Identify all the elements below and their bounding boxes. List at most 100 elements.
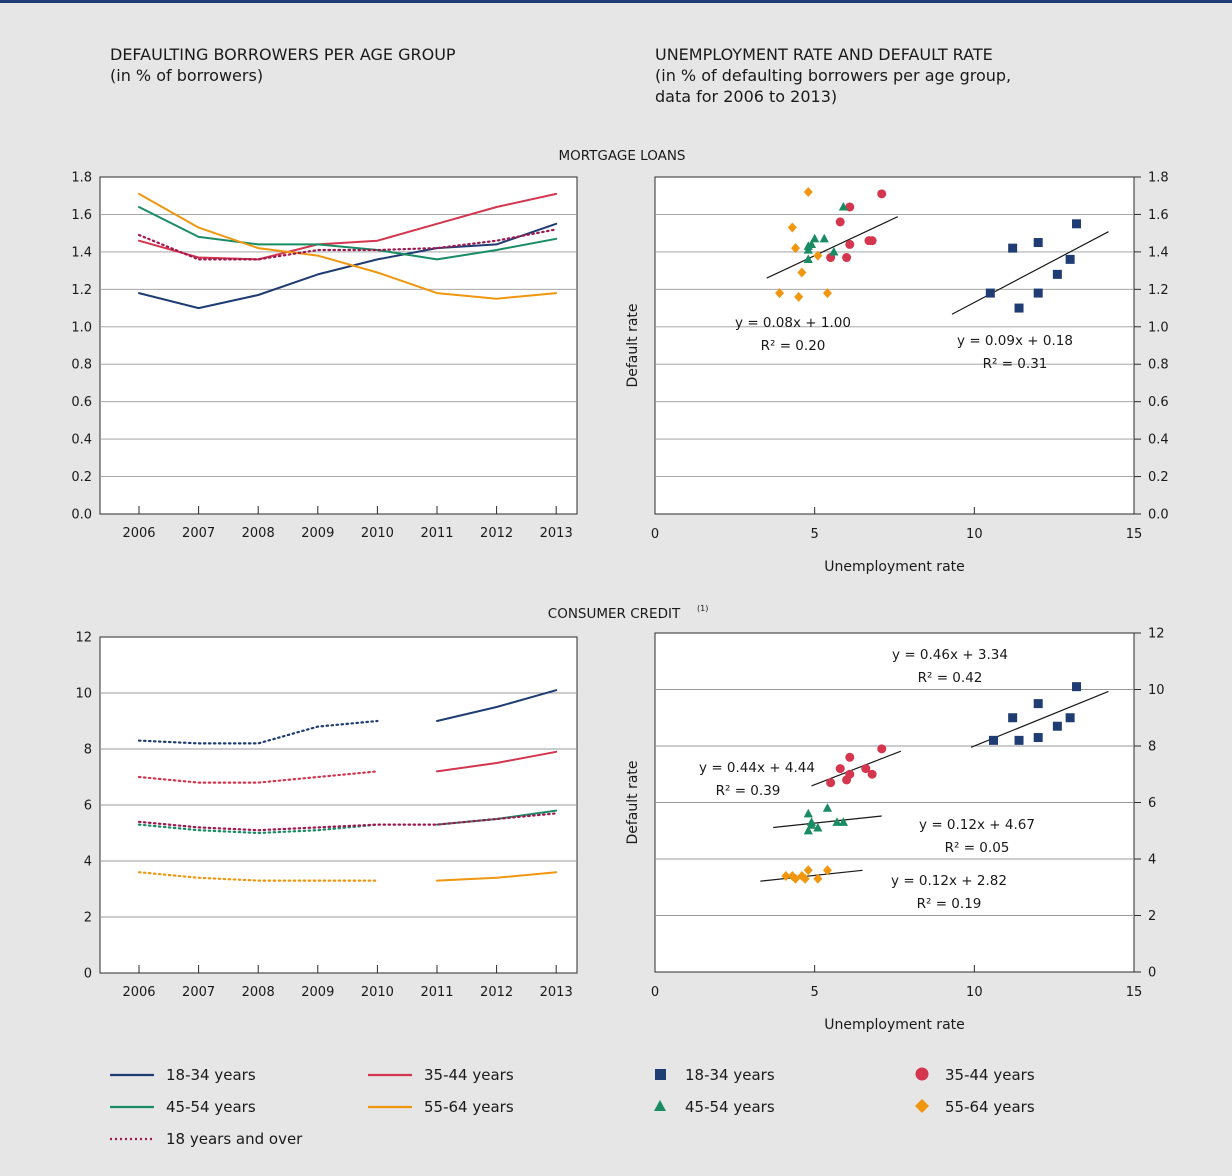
x-tick-label: 2009 [301,526,334,541]
trend-r2: R² = 0.19 [917,896,982,912]
legend-triangle-marker [654,1100,666,1111]
x-tick-label: 10 [966,527,983,542]
x-tick-label: 2013 [540,985,573,1000]
y-tick-label: 1.0 [1148,320,1169,335]
trendline [773,815,882,829]
scatter-point-square [1065,254,1075,264]
scatter-point-diamond [803,865,813,876]
section-consumer-footnote: (1) [697,604,708,613]
trend-equation: y = 0.12x + 2.82 [891,873,1007,889]
y-tick-label: 1.6 [1148,208,1169,223]
series-line-45-54-solid [138,206,558,261]
y-tick-label: 10 [75,687,92,702]
left-subtitle: (in % of borrowers) [110,66,263,85]
series-line-35-44-dotted [137,770,379,784]
scatter-point-square [1052,721,1062,731]
trend-equation: y = 0.12x + 4.67 [919,817,1035,833]
series-line-35-44-solid [138,192,558,261]
trend-r2: R² = 0.31 [983,356,1048,372]
y-tick-label: 0.0 [1148,508,1169,523]
trendline [951,231,1109,315]
legend-label-35-44-line: 35-44 years [424,1066,514,1084]
y-tick-label: 1.6 [71,208,92,223]
series-line-55-64-solid [436,871,558,882]
trendline [760,869,863,882]
y-tick-label: 12 [75,631,92,646]
series-line-55-64-solid [138,192,558,300]
scatter-point-square [1072,219,1082,229]
legend-label-45-54-marker: 45-54 years [685,1098,775,1116]
scatter-point-diamond [791,243,801,254]
x-tick-label: 15 [1126,527,1143,542]
y-tick-label: 2 [1148,909,1156,924]
scatter-point-circle [861,764,871,774]
trendline [811,750,902,787]
scatter-point-diamond [800,873,810,884]
x-tick-label: 2011 [420,985,453,1000]
scatter-point-diamond [775,288,785,299]
scatter-point-square [1014,303,1024,313]
x-axis-title: Unemployment rate [824,1017,965,1033]
y-tick-label: 0.6 [71,395,92,410]
scatter-point-square [1072,682,1082,692]
scatter-point-diamond [787,222,797,233]
legend-item-35-44-marker: 35-44 years [915,1066,1035,1084]
section-consumer-title: CONSUMER CREDIT [548,606,681,622]
scatter-point-circle [867,236,877,246]
series-line-18-34-solid [138,222,558,310]
legend-item-18-34-marker: 18-34 years [655,1066,775,1084]
scatter-point-triangle [838,201,849,211]
scatter-point-triangle [803,825,813,835]
y-tick-label: 1.2 [71,283,92,298]
legend-item-55-64-line: 55-64 years [368,1098,514,1116]
section-mortgage-title: MORTGAGE LOANS [559,148,686,164]
scatter-point-square [1033,733,1043,743]
legend-label-18-over-line: 18 years and over [166,1130,303,1148]
x-tick-label: 2010 [361,985,394,1000]
plot-frame [654,176,1135,515]
scatter-point-circle [835,764,845,774]
scatter-point-triangle [806,239,817,248]
trendline [766,216,898,279]
x-tick-label: 2013 [540,526,573,541]
trend-r2: R² = 0.05 [945,840,1010,856]
scatter-point-square [988,735,998,745]
x-tick-label: 5 [811,985,819,1000]
legend-label-55-64-line: 55-64 years [424,1098,514,1116]
y-tick-label: 1.0 [71,320,92,335]
scatter-point-circle [867,769,877,779]
y-tick-label: 1.8 [1148,171,1169,186]
series-line-45-54-dotted [137,823,379,835]
scatter-point-triangle [806,817,817,826]
x-tick-label: 2007 [182,526,215,541]
legend-label-55-64-marker: 55-64 years [945,1098,1035,1116]
y-tick-label: 6 [84,799,92,814]
legend-label-45-54-line: 45-54 years [166,1098,256,1116]
mortgage-line-chart: 0.0 0.2 0.4 0.6 0.8 1.0 1.2 1.4 1.6 1.8 2006 2007 20… [71,171,578,541]
legend-diamond-marker [915,1099,929,1113]
x-tick-label: 15 [1126,985,1143,1000]
y-tick-label: 8 [1148,740,1156,755]
scatter-point-diamond [794,291,804,302]
series-line-35-44-solid [436,750,558,773]
scatter-point-square [985,288,995,298]
scatter-point-diamond [797,267,807,278]
legend: 18-34 years 35-44 years 45-54 years 55-6… [110,1066,1035,1148]
y-tick-label: 4 [84,855,92,870]
x-tick-label: 2007 [182,985,215,1000]
y-tick-label: 0.2 [71,470,92,485]
x-tick-label: 10 [966,985,983,1000]
scatter-point-circle [877,744,887,754]
scatter-point-diamond [813,250,823,261]
x-tick-label: 2009 [301,985,334,1000]
x-tick-label: 0 [651,985,659,1000]
scatter-point-diamond [822,865,832,876]
right-subtitle-2: data for 2006 to 2013) [655,87,837,106]
scatter-point-diamond [781,870,791,881]
series-line-18_over-dotted [137,228,558,261]
right-title: UNEMPLOYMENT RATE AND DEFAULT RATE [655,45,993,64]
scatter-point-circle [842,253,852,263]
scatter-point-square [1052,269,1062,279]
scatter-point-circle [835,217,845,227]
